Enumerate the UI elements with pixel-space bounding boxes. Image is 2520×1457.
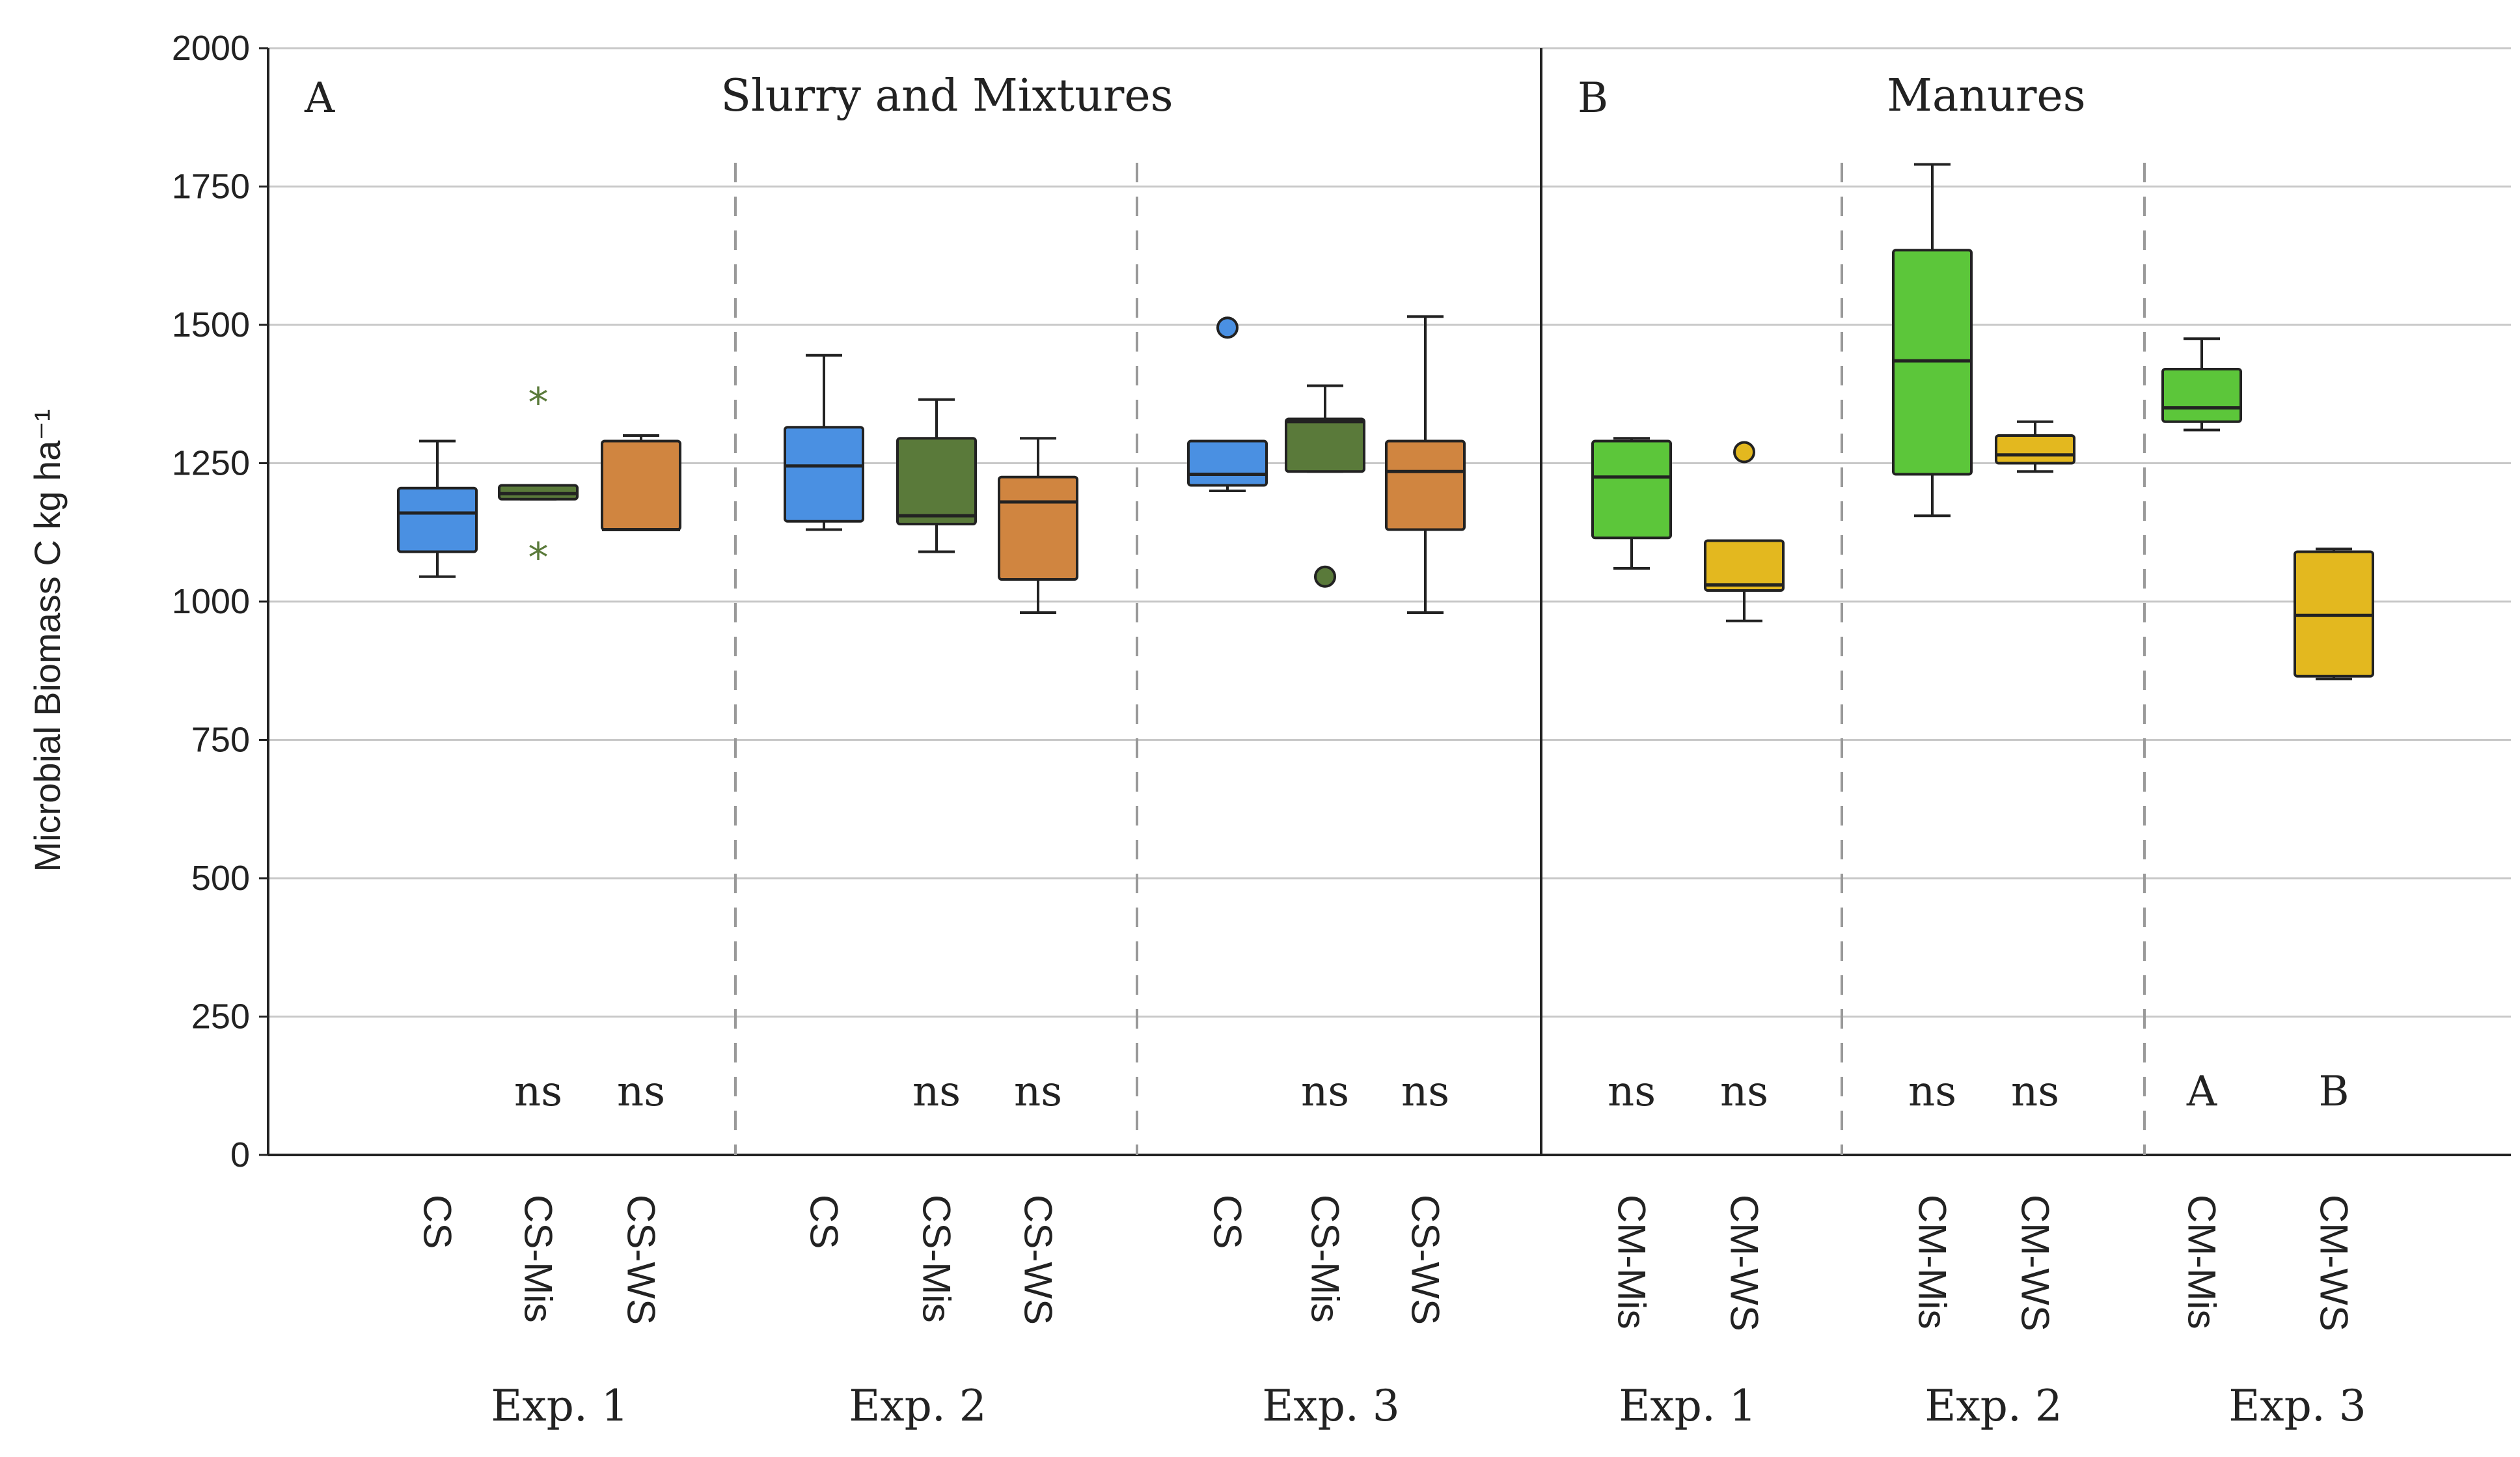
category-label: CS [1206, 1195, 1250, 1249]
category-label: CM-Mis [1610, 1195, 1654, 1329]
chart-labels: 0 250 500 750 1000 1250 1500 1750 2000 Microbial … [27, 29, 2366, 1431]
panel-title: Slurry and Mixtures [720, 70, 1173, 122]
category-label: CS-WS [620, 1195, 663, 1325]
panel-letter: B [1578, 74, 1608, 122]
grid-lines [268, 47, 2511, 1018]
box-CS-Mis [896, 437, 977, 525]
axes [259, 47, 2511, 1156]
category-label: CS-Mis [915, 1195, 959, 1323]
box-marks: ** [397, 163, 2374, 680]
y-tick-label: 2000 [172, 29, 250, 68]
significance-label: ns [1608, 1068, 1656, 1116]
experiment-label: Exp. 2 [849, 1381, 987, 1431]
category-label: CM-Mis [1911, 1195, 1954, 1329]
panel-letter: A [304, 74, 335, 122]
y-tick-label: 1750 [172, 167, 250, 206]
y-tick-label: 500 [191, 859, 250, 898]
category-label: CM-WS [1723, 1195, 1766, 1331]
y-tick-label: 1250 [172, 444, 250, 483]
significance-label: A [2186, 1068, 2217, 1116]
y-tick-label: 1500 [172, 305, 250, 344]
experiment-label: Exp. 2 [1924, 1381, 2062, 1431]
significance-label: ns [912, 1068, 961, 1116]
significance-label: ns [617, 1068, 665, 1116]
significance-label: ns [2011, 1068, 2059, 1116]
category-label: CS-Mis [517, 1195, 560, 1323]
extreme-point: * [528, 534, 549, 581]
extreme-point: * [528, 379, 549, 426]
category-label: CS-WS [1404, 1195, 1447, 1325]
significance-label: ns [1908, 1068, 1956, 1116]
y-tick-label: 1000 [172, 582, 250, 621]
outlier-point [1216, 316, 1239, 339]
box-CS-WS [998, 475, 1078, 581]
significance-label: ns [1720, 1068, 1768, 1116]
significance-label: ns [1301, 1068, 1349, 1116]
y-tick-label: 0 [230, 1135, 250, 1174]
significance-label: ns [514, 1068, 562, 1116]
experiment-label: Exp. 3 [2228, 1381, 2366, 1431]
panel-title: Manures [1887, 70, 2085, 122]
category-label: CS [416, 1195, 459, 1249]
experiment-label: Exp. 1 [491, 1381, 629, 1431]
y-axis-label: Microbial Biomass C kg ha⁻¹ [27, 409, 68, 872]
significance-label: ns [1014, 1068, 1062, 1116]
box-CM-WS [1995, 434, 2075, 465]
box-CS [1187, 439, 1268, 487]
significance-label: ns [1401, 1068, 1449, 1116]
category-label: CS [802, 1195, 846, 1249]
box-CM-Mis [2161, 368, 2242, 423]
y-tick-label: 250 [191, 997, 250, 1036]
category-label: CS-Mis [1304, 1195, 1347, 1323]
experiment-label: Exp. 1 [1619, 1381, 1757, 1431]
outlier-point [1733, 441, 1755, 464]
box-CS-WS [1385, 439, 1466, 531]
experiment-label: Exp. 3 [1262, 1381, 1400, 1431]
significance-label: B [2318, 1068, 2349, 1116]
box-CM-Mis [1591, 439, 1672, 540]
box-CS [397, 486, 478, 553]
category-label: CM-WS [2312, 1195, 2356, 1331]
box-CM-WS [1704, 539, 1785, 592]
category-label: CM-WS [2014, 1195, 2057, 1331]
box-CS [784, 426, 864, 523]
y-tick-label: 750 [191, 721, 250, 760]
box-CS-WS [601, 439, 681, 531]
outlier-point [1314, 565, 1336, 588]
box-CS-Mis [1285, 417, 1365, 473]
category-label: CM-Mis [2180, 1195, 2224, 1329]
category-label: CS-WS [1017, 1195, 1060, 1325]
